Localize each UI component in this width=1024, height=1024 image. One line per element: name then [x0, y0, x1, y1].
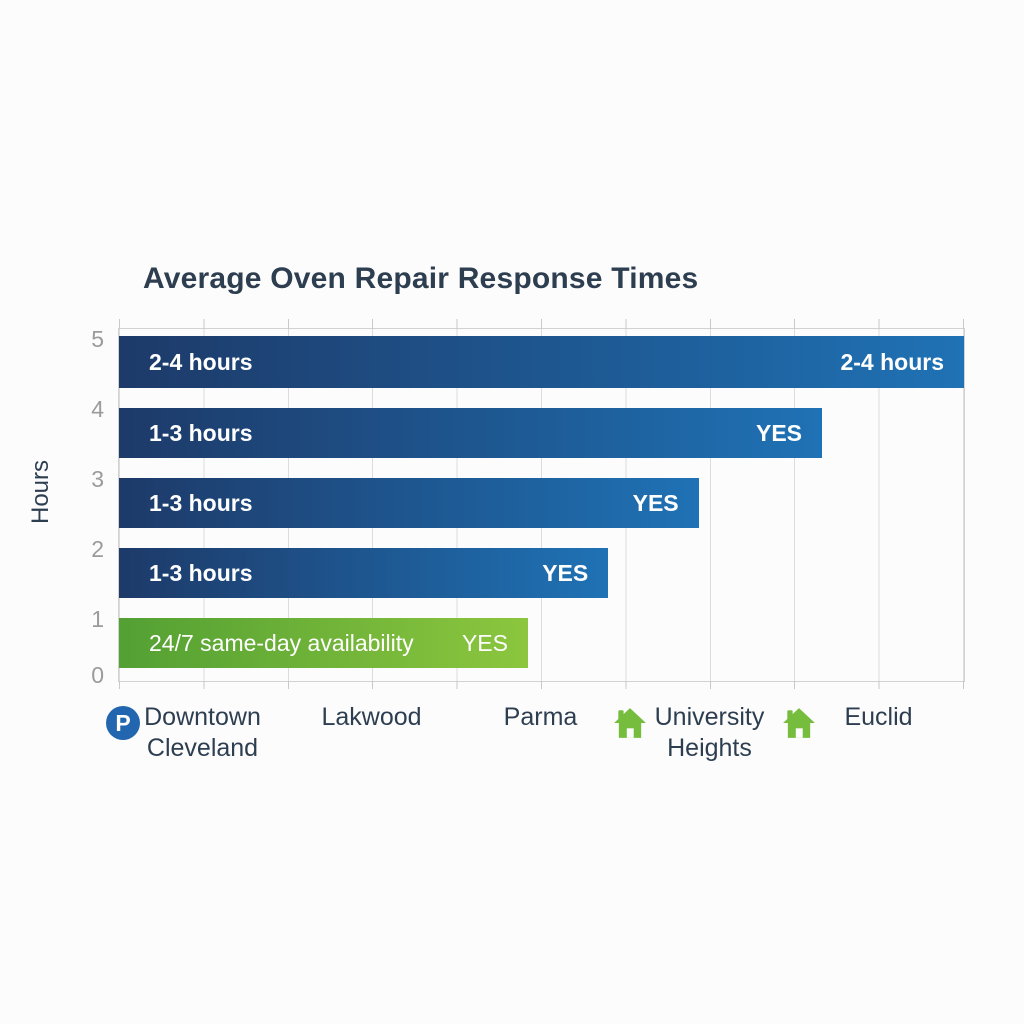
cat-label-line1: University [654, 703, 765, 731]
bar-right-label: 2-4 hours [840, 348, 944, 375]
bar-parma: 1-3 hours YES [119, 478, 699, 528]
bar-left-label: 1-3 hours [149, 559, 253, 586]
bar-left-label: 1-3 hours [149, 419, 253, 446]
bar-lakwood: 1-3 hours YES [119, 408, 823, 458]
x-label-euclid: Euclid [783, 702, 963, 772]
bar-right-label: YES [461, 629, 508, 656]
y-axis-title: Hours [27, 459, 54, 525]
bar-right-label: YES [632, 489, 679, 516]
house-icon [613, 706, 647, 740]
x-label-parma: Parma [456, 702, 625, 772]
x-label-university-heights: University Heights [614, 702, 794, 772]
bottom-axis-ticks [119, 681, 964, 689]
bar-right-label: YES [542, 559, 589, 586]
bar-euclid: 24/7 same-day availability YES [119, 618, 528, 668]
x-label-downtown-cleveland: P Downtown Cleveland [106, 702, 287, 772]
bar-right-label: YES [756, 419, 803, 446]
plot-area: 2-4 hours 2-4 hours 1-3 hours YES 1-3 ho… [118, 319, 965, 689]
bar-left-label: 24/7 same-day availability [149, 629, 414, 656]
y-tick-0: 0 [91, 662, 104, 688]
bar-left-label: 2-4 hours [149, 348, 253, 375]
cat-label-line1: Parma [503, 703, 578, 731]
y-tick-5: 5 [91, 326, 104, 352]
x-label-lakwood: Lakwood [287, 702, 456, 772]
y-tick-1: 1 [91, 606, 104, 632]
y-tick-4: 4 [91, 396, 104, 422]
top-axis-ticks [119, 319, 964, 329]
y-tick-2: 2 [91, 536, 104, 562]
bar-left-label: 1-3 hours [149, 489, 253, 516]
cat-label-line1: Lakwood [321, 703, 422, 731]
y-tick-3: 3 [91, 466, 104, 492]
bar-university-heights: 1-3 hours YES [119, 548, 609, 598]
parking-icon: P [106, 706, 140, 740]
cat-label-line2: Cleveland [146, 734, 259, 762]
chart-title: Average Oven Repair Response Times [143, 262, 699, 295]
house-icon [782, 706, 816, 740]
cat-label-line1: Downtown [144, 703, 261, 731]
cat-label-line1: Euclid [844, 703, 913, 731]
bar-downtown-cleveland: 2-4 hours 2-4 hours [119, 336, 964, 388]
cat-label-line2: Heights [667, 734, 752, 762]
